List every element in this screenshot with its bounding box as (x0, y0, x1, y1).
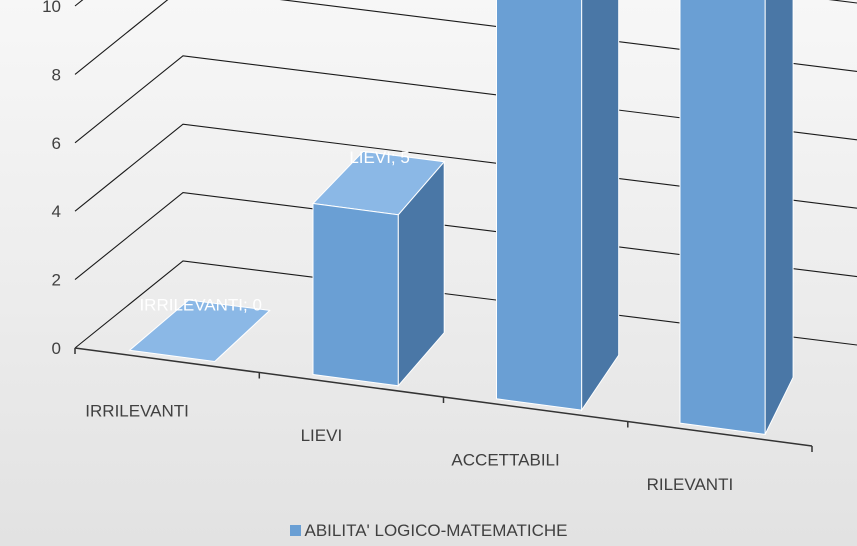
bar-side-face (764, 0, 794, 435)
bar-front-face (312, 202, 399, 387)
y-tick-label: 10 (42, 0, 61, 16)
bar (679, 0, 794, 435)
x-tick-label: RILEVANTI (647, 475, 734, 494)
bar (311, 150, 446, 388)
y-tick-label: 2 (52, 271, 61, 290)
y-axis-ticks: 024681012141618 (42, 0, 61, 358)
legend-label: ABILITA' LOGICO-MATEMATICHE (304, 521, 568, 540)
gridline (74, 55, 857, 144)
gridline (74, 260, 857, 349)
gridlines (74, 0, 857, 349)
legend-swatch (289, 525, 301, 536)
y-tick-label: 0 (52, 339, 61, 358)
bar (128, 299, 271, 363)
gridline (74, 123, 857, 212)
bar-side-face (581, 0, 620, 412)
gridline (74, 192, 857, 281)
bar-front-face (679, 0, 766, 435)
bar-top-face (128, 299, 271, 363)
x-tick-label: ACCETTABILI (451, 450, 559, 469)
bar (496, 0, 620, 412)
x-tick-label: IRRILEVANTI (85, 401, 189, 420)
data-label: LIEVI; 5 (349, 148, 409, 167)
y-tick-label: 8 (52, 65, 61, 84)
x-axis-ticks: IRRILEVANTI LIEVI ACCETTABILI RILEVANTI (85, 401, 733, 494)
legend: ABILITA' LOGICO-MATEMATICHE (0, 521, 857, 541)
gridline (74, 0, 857, 75)
x-axis (74, 347, 813, 452)
y-tick-label: 6 (52, 134, 61, 153)
data-label: IRRILEVANTI; 0 (139, 296, 262, 315)
bars (128, 0, 794, 435)
bar-front-face (496, 0, 583, 411)
x-tick-label: LIEVI (301, 426, 343, 445)
y-tick-label: 4 (52, 202, 61, 221)
